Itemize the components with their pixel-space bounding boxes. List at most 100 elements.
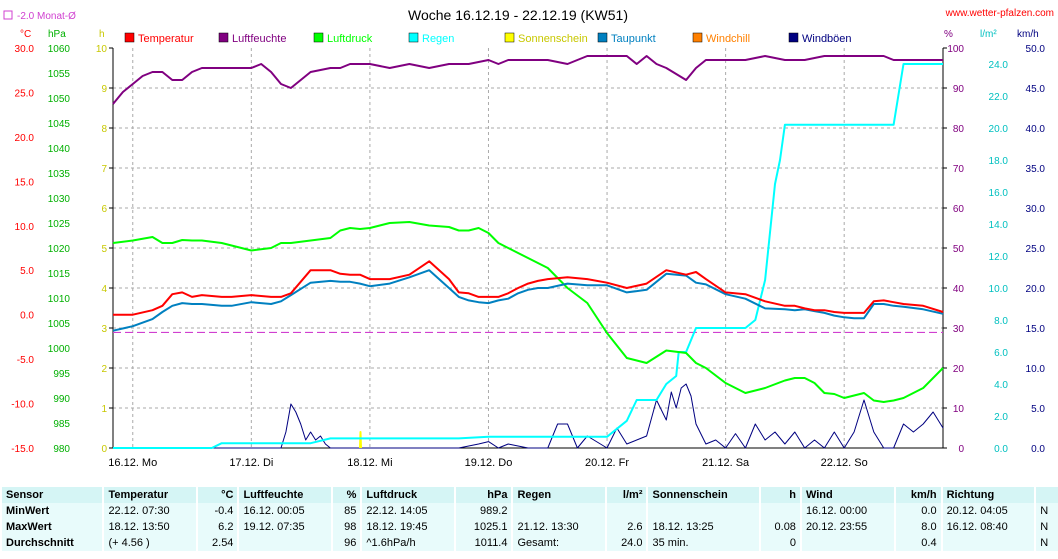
pressure-tick-label: 1050	[48, 94, 71, 105]
legend-swatch	[408, 32, 419, 43]
pressure-tick-label: 1010	[48, 294, 71, 305]
legend-swatch	[504, 32, 515, 43]
stats-wind-time: 16.12. 00:00	[799, 503, 894, 519]
stats-header-rain-unit: l/m²	[605, 487, 647, 503]
wind-tick-label: 40.0	[1026, 124, 1046, 135]
temp-tick-label: 20.0	[15, 133, 35, 144]
stats-press-value: 989.2	[454, 503, 512, 519]
sun-tick-label: 2	[101, 364, 107, 375]
rain-tick-label: 14.0	[989, 220, 1009, 231]
sun-tick-label: 9	[101, 84, 107, 95]
rain-tick-label: 22.0	[989, 92, 1009, 103]
wind-tick-label: 5.0	[1031, 404, 1045, 415]
day-tick-label: 19.12. Do	[465, 457, 513, 469]
stats-rain-value: 2.6	[605, 519, 647, 535]
site-link[interactable]: www.wetter-pfalzen.com	[945, 8, 1054, 19]
sun-axis-unit: h	[99, 29, 105, 40]
stats-header-row: Sensor Temperatur °C Luftfeuchte % Luftd…	[0, 487, 1058, 503]
stats-temp-value: 6.2	[196, 519, 238, 535]
day-tick-label: 21.12. Sa	[702, 457, 750, 469]
wind-tick-label: 25.0	[1026, 244, 1046, 255]
humidity-tick-label: 100	[947, 44, 964, 55]
stats-header-press: Luftdruck	[360, 487, 455, 503]
legend-label: Sonnenschein	[518, 33, 588, 45]
humidity-tick-label: 40	[953, 284, 965, 295]
chart-grid	[113, 48, 943, 448]
sun-tick-label: 5	[101, 244, 107, 255]
temp-tick-label: -15.0	[11, 444, 34, 455]
legend-swatch	[124, 32, 135, 43]
rain-tick-label: 20.0	[989, 124, 1009, 135]
temp-tick-label: 10.0	[15, 222, 35, 233]
pressure-tick-label: 1060	[48, 44, 71, 55]
pressure-tick-label: 1030	[48, 194, 71, 205]
stats-dir-value: N	[1034, 503, 1058, 519]
stats-header-temp-unit: °C	[196, 487, 238, 503]
monthly-avg-swatch	[3, 10, 13, 20]
stats-header-rain: Regen	[511, 487, 606, 503]
sun-tick-label: 8	[101, 124, 107, 135]
series-line-luftdruck	[112, 221, 944, 403]
stats-hum-time: 16.12. 00:05	[237, 503, 332, 519]
stats-press-time: 18.12. 19:45	[360, 519, 455, 535]
stats-wind-value: 8.0	[893, 519, 941, 535]
stats-dir-time: 16.12. 08:40	[940, 519, 1035, 535]
stats-header-sun-unit: h	[758, 487, 800, 503]
pressure-tick-label: 1005	[48, 319, 71, 330]
rain-tick-label: 16.0	[989, 188, 1009, 199]
stats-sun-time: 18.12. 13:25	[646, 519, 759, 535]
legend-label: Windchill	[706, 33, 750, 45]
pressure-tick-label: 1015	[48, 269, 71, 280]
pressure-tick-label: 1040	[48, 144, 71, 155]
sun-tick-label: 7	[101, 164, 107, 175]
pressure-tick-label: 1025	[48, 219, 71, 230]
stats-rain-time	[511, 503, 606, 519]
legend-label: Temperatur	[138, 33, 194, 45]
stats-hum-time: 19.12. 07:35	[237, 519, 332, 535]
stats-temp-value: -0.4	[196, 503, 238, 519]
stats-dir-time	[940, 535, 1035, 551]
wind-tick-label: 30.0	[1026, 204, 1046, 215]
rain-tick-label: 2.0	[994, 412, 1008, 423]
humidity-tick-label: 80	[953, 124, 965, 135]
temp-tick-label: -5.0	[17, 355, 35, 366]
humidity-tick-label: 50	[953, 244, 965, 255]
stats-hum-value: 98	[331, 519, 361, 535]
stats-rain-value	[605, 503, 647, 519]
legend-swatch	[218, 32, 229, 43]
chart-title: Woche 16.12.19 - 22.12.19 (KW51)	[408, 7, 628, 23]
stats-hum-time	[237, 535, 332, 551]
stats-row-max: MaxWert 18.12. 13:50 6.2 19.12. 07:35 98…	[0, 519, 1058, 535]
stats-temp-time: 22.12. 07:30	[102, 503, 197, 519]
stats-wind-time: 20.12. 23:55	[799, 519, 894, 535]
pressure-axis-unit: hPa	[48, 29, 66, 40]
temp-tick-label: 25.0	[15, 88, 35, 99]
pressure-tick-label: 1055	[48, 69, 71, 80]
sun-tick-label: 0	[101, 444, 107, 455]
series-line-taupunkt	[112, 269, 944, 332]
humidity-tick-label: 30	[953, 324, 965, 335]
series-line-sonnenschein	[359, 431, 362, 449]
humidity-tick-label: 60	[953, 204, 965, 215]
stats-header-hum: Luftfeuchte	[237, 487, 332, 503]
series-line-luftfeuchte	[112, 55, 943, 105]
monthly-avg-label: -2.0 Monat-Ø	[17, 11, 76, 22]
stats-rain-time: 21.12. 13:30	[511, 519, 606, 535]
stats-sun-value	[758, 503, 800, 519]
stats-row-label: Durchschnitt	[0, 535, 103, 551]
stats-hum-value: 85	[331, 503, 361, 519]
series-line-temperatur	[113, 260, 944, 316]
stats-header-hum-unit: %	[331, 487, 361, 503]
temp-tick-label: 30.0	[15, 44, 35, 55]
stats-header-wind: Wind	[799, 487, 894, 503]
pressure-tick-label: 980	[53, 444, 70, 455]
stats-wind-value: 0.0	[893, 503, 941, 519]
rain-tick-label: 0.0	[994, 444, 1008, 455]
weather-chart: Woche 16.12.19 - 22.12.19 (KW51) www.wet…	[3, 7, 1054, 469]
humidity-tick-label: 70	[953, 164, 965, 175]
stats-header-press-unit: hPa	[454, 487, 512, 503]
stats-temp-time: 18.12. 13:50	[102, 519, 197, 535]
legend-swatch	[597, 32, 608, 43]
stats-sun-time	[646, 503, 759, 519]
stats-sun-value: 0	[758, 535, 800, 551]
